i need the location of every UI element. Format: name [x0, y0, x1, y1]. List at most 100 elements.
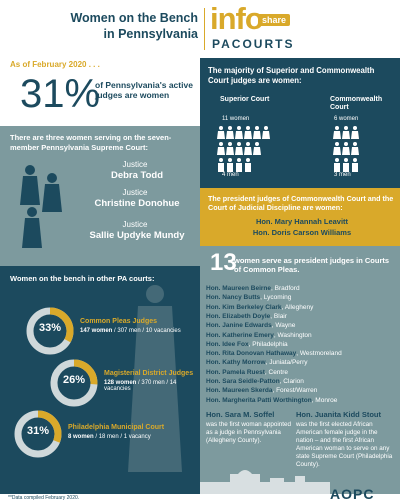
county-president-item: Hon. Kathy Morrow, Juniata/Perry — [206, 358, 398, 367]
person-head-icon — [219, 126, 223, 130]
as-of-date: As of February 2020 . . . — [10, 60, 100, 69]
county-president-item: Hon. Sara Seidle-Patton, Clarion — [206, 377, 398, 386]
county-president-county: , Washington — [273, 331, 312, 339]
woman-icon — [235, 147, 243, 155]
majority-panel — [200, 58, 400, 188]
county-president-item: Hon. Janine Edwards, Wayne — [206, 321, 398, 330]
header-divider — [204, 8, 205, 50]
county-president-name: Hon. Rita Donovan Hathaway — [206, 350, 297, 358]
county-president-county: , Lycoming — [260, 294, 292, 302]
ring-municipal-label: Philadelphia Municipal Court — [68, 424, 165, 431]
county-presidents-heading: women serve as president judges in Court… — [234, 256, 390, 274]
ring-common-pleas — [26, 307, 74, 355]
logo-info: info — [210, 1, 264, 36]
woman-icon — [226, 147, 234, 155]
ring-municipal-sub: 8 women / 18 men / 1 vacancy — [68, 434, 151, 440]
superior-men-count: 4 men — [222, 172, 239, 178]
president-judges-panel — [200, 188, 400, 246]
county-president-name: Hon. Idee Fox — [206, 340, 249, 348]
county-president-name: Hon. Kim Berkeley Clark — [206, 303, 282, 311]
woman-icon — [342, 147, 350, 155]
woman-icon — [342, 131, 350, 139]
woman-icon — [253, 147, 261, 155]
county-president-county: , Monroe — [311, 396, 338, 404]
woman-icon — [333, 147, 341, 155]
person-head-icon — [264, 126, 268, 130]
ring-municipal-pct: 31% — [26, 425, 50, 437]
woman-icon — [226, 131, 234, 139]
president-judge-2: Hon. Doris Carson Williams — [252, 228, 352, 237]
ring-magisterial-pct: 26% — [62, 374, 86, 386]
county-president-name: Hon. Nancy Butts — [206, 294, 261, 302]
other-courts-heading: Women on the bench in other PA courts: — [10, 274, 155, 283]
ring-common-pleas-fill — [26, 307, 74, 355]
capitol-skyline-icon — [200, 470, 330, 494]
county-president-item: Hon. Pamela Ruest, Centre — [206, 368, 398, 377]
ring-magisterial-label: Magisterial District Judges — [104, 370, 194, 377]
justice-3-title: Justice — [122, 220, 148, 229]
justice-2-name: Christine Donohue — [94, 198, 180, 209]
county-president-name: Hon. Sara Seidle-Patton — [206, 378, 280, 385]
judge-figure-icon — [128, 285, 182, 472]
man-icon — [334, 163, 340, 172]
person-head-icon — [335, 126, 339, 130]
county-president-county: , Westmoreland — [296, 350, 342, 358]
woman-icon — [217, 147, 225, 155]
logo-pacourts: PACOURTS — [212, 37, 295, 51]
person-head-icon — [228, 158, 232, 162]
county-president-county: , Juniata/Perry — [265, 359, 308, 367]
ring-common-pleas-sub: 147 women / 307 men / 10 vacancies — [80, 328, 181, 334]
county-president-county: , Wayne — [271, 322, 296, 330]
commonwealth-women-count: 6 women — [334, 116, 359, 122]
ring-magisterial — [50, 359, 98, 407]
man-icon — [218, 163, 224, 172]
person-head-icon — [219, 142, 223, 146]
woman-icon — [253, 131, 261, 139]
woman-icon — [244, 147, 252, 155]
soffel-name: Hon. Sara M. Soffel — [206, 410, 275, 419]
ring-common-pleas-label: Common Pleas Judges — [80, 318, 158, 325]
person-head-icon — [353, 158, 357, 162]
county-president-name: Hon. Elizabeth Doyle — [206, 312, 271, 320]
ring-municipal-fill — [14, 410, 62, 458]
county-president-item: Hon. Idee Fox, Philadelphia — [206, 340, 398, 349]
stout-name: Hon. Juanita Kidd Stout — [296, 410, 381, 419]
majority-heading: The majority of Superior and Commonwealt… — [208, 66, 375, 85]
footnote: **Data compiled February 2020. — [8, 495, 80, 501]
woman-icon — [235, 131, 243, 139]
county-president-name: Hon. Margherita Patti Worthington — [206, 396, 312, 404]
man-icon — [343, 163, 349, 172]
women-percent-text: of Pennsylvania's active judges are wome… — [95, 80, 193, 100]
person-head-icon — [228, 142, 232, 146]
county-president-county: , Centre — [264, 368, 289, 376]
women-percent: 31% — [20, 72, 101, 116]
county-president-item: Hon. Maureen Skerda, Forest/Warren — [206, 386, 398, 395]
soffel-text: was the first woman appointed as a judge… — [206, 421, 292, 444]
county-president-item: Hon. Margherita Patti Worthington, Monro… — [206, 396, 398, 405]
county-presidents-number: 13 — [210, 249, 237, 276]
county-president-name: Hon. Maureen Beirne — [206, 285, 272, 292]
county-president-item: Hon. Kim Berkeley Clark, Allegheny — [206, 303, 398, 312]
supreme-heading: There are three women serving on the sev… — [10, 133, 172, 152]
commonwealth-men-count: 3 men — [334, 172, 351, 178]
page-title: Women on the Bench in Pennsylvania — [28, 10, 198, 42]
woman-icon — [333, 131, 341, 139]
person-head-icon — [228, 126, 232, 130]
ring-magisterial-sub: 128 women / 370 men / 14 vacancies — [104, 380, 177, 392]
county-presidents-panel — [200, 246, 400, 406]
ring-municipal — [14, 410, 62, 458]
logo-share: share — [258, 14, 291, 26]
title-line-2: in Pennsylvania — [103, 27, 198, 41]
person-head-icon — [335, 158, 339, 162]
superior-court-label: Superior Court — [220, 96, 270, 103]
justice-1-title: Justice — [122, 160, 148, 169]
woman-icon — [262, 131, 270, 139]
woman-icon — [351, 147, 359, 155]
president-judges-heading: The president judges of Commonwealth Cou… — [208, 194, 394, 212]
stout-text: was the first elected African American f… — [296, 421, 393, 468]
title-line-1: Women on the Bench — [70, 11, 198, 25]
man-icon — [236, 163, 242, 172]
person-head-icon — [246, 142, 250, 146]
superior-women-count: 11 women — [222, 116, 250, 122]
person-head-icon — [237, 158, 241, 162]
